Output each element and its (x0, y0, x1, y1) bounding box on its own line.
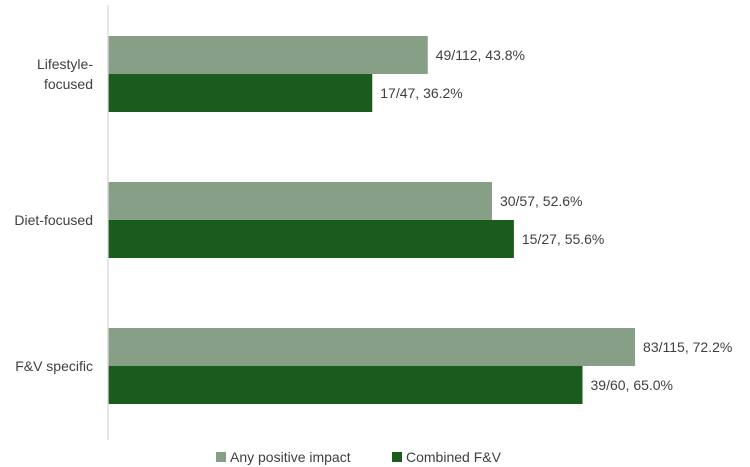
category-label-line: Diet-focused (14, 212, 93, 228)
bar-any-positive-impact (108, 36, 428, 74)
data-label: 15/27, 55.6% (522, 231, 605, 247)
legend-swatch (392, 452, 402, 462)
category-label: Diet-focused (14, 212, 93, 228)
category-label-line: focused (44, 76, 93, 92)
bar-any-positive-impact (108, 328, 636, 366)
category-label: Lifestyle-focused (37, 56, 93, 92)
category-label-line: F&V specific (15, 358, 93, 374)
plot-area: 49/112, 43.8% 17/47, 36.2% 30/57, 52.6% 15/… (108, 36, 732, 404)
legend-swatch (216, 452, 226, 462)
data-label: 30/57, 52.6% (500, 193, 583, 209)
data-label: 39/60, 65.0% (591, 377, 674, 393)
bar-combined-fv (108, 74, 373, 112)
legend: Any positive impact Combined F&V (216, 449, 502, 465)
category-label-line: Lifestyle- (37, 56, 93, 72)
bar-combined-fv (108, 220, 514, 258)
data-label: 17/47, 36.2% (380, 85, 463, 101)
data-label: 83/115, 72.2% (643, 339, 732, 355)
legend-label: Any positive impact (230, 449, 351, 465)
category-axis-labels: Lifestyle-focused Diet-focused F&V specifi… (14, 56, 93, 374)
bar-any-positive-impact (108, 182, 492, 220)
category-label: F&V specific (15, 358, 93, 374)
legend-label: Combined F&V (406, 449, 502, 465)
bar-combined-fv (108, 366, 583, 404)
data-label: 49/112, 43.8% (436, 47, 525, 63)
